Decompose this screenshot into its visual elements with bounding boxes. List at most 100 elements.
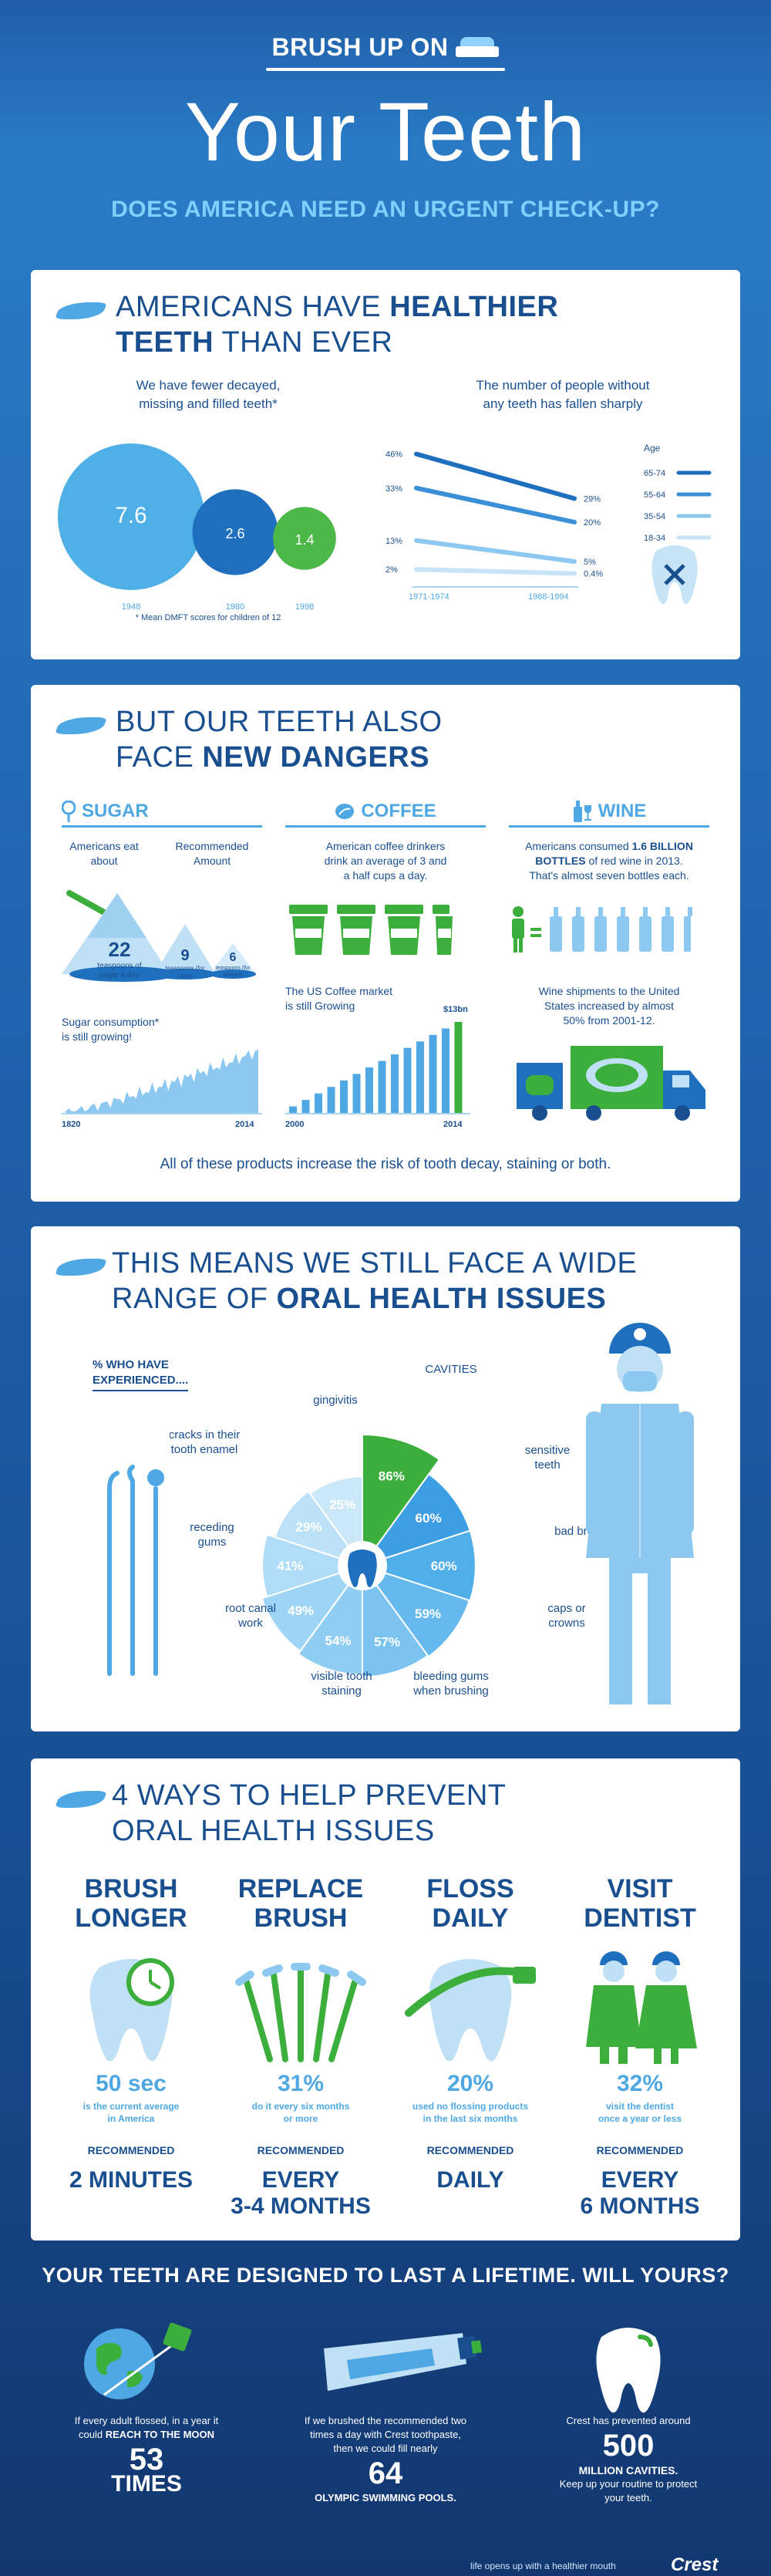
pie-label-8-0: cracks in their: [170, 1428, 240, 1441]
series-end-label-65-74: 29%: [584, 494, 601, 504]
swoosh-icon: [54, 717, 108, 734]
pie-value-9: 25%: [329, 1498, 355, 1512]
coffee-bean-icon: [335, 804, 355, 819]
brush-up-text: BRUSH UP ON: [271, 32, 449, 61]
legend-label-18-34: 18-34: [644, 534, 665, 543]
pie-value-4: 57%: [374, 1635, 400, 1650]
pie-label-4-1: when brushing: [412, 1684, 489, 1698]
tooth-icon: [596, 2328, 661, 2413]
series-line-65-74: [414, 451, 577, 501]
sugar-22-value: 22 teaspoons of sugar a day: [97, 938, 142, 979]
sugar-x-end: 2014: [235, 1120, 254, 1129]
legend-label-55-64: 55-64: [644, 491, 665, 500]
pools-count: 64: [368, 2456, 403, 2490]
pie-slice-0: [362, 1433, 441, 1569]
card2-title: BUT OUR TEETH ALSO FACE NEW DANGERS: [116, 706, 443, 774]
toothless-heading: The number of people without any teeth ha…: [476, 378, 650, 411]
dangers-footer: All of these products increase the risk …: [160, 1156, 611, 1172]
way-title-brush-longer: BRUSH LONGER: [75, 1874, 187, 1933]
wine-fact: Americans consumed 1.6 BILLION BOTTLES o…: [525, 840, 693, 882]
coffee-bar-4: [340, 1080, 348, 1113]
coffee-bar-3: [327, 1087, 335, 1113]
sugar-9-value: 9 teaspoons (for men): [165, 947, 205, 979]
wine-column: WINE Americans consumed 1.6 BILLION BOTT…: [509, 801, 709, 1121]
coffee-market-label: The US Coffee market is still Growing: [285, 985, 393, 1012]
pie-label-8-1: tooth enamel: [171, 1443, 238, 1456]
card-healthier-teeth: AMERICANS HAVE HEALTHIER TEETH THAN EVER…: [31, 270, 740, 659]
pie-slice-3: [360, 1564, 471, 1658]
card-four-ways: 4 WAYS TO HELP PREVENT ORAL HEALTH ISSUES…: [31, 1758, 740, 2241]
wine-heading: WINE: [509, 801, 709, 828]
way-val-replace-brush: EVERY 3-4 MONTHS: [231, 2167, 371, 2219]
coffee-cups-graphic: [289, 905, 453, 955]
pie-label-0-0: CAVITIES: [425, 1363, 476, 1376]
card3-title: THIS MEANS WE STILL FACE A WIDE RANGE OF…: [112, 1247, 638, 1315]
dmft-footnote: * Mean DMFT scores for children of 12: [135, 613, 281, 622]
way-val-brush-longer: 2 MINUTES: [69, 2167, 194, 2193]
toothless-line-chart: 46% 29% 33% 20% 13% 5% 2% 0.4% 1971-1974 1988-199…: [386, 443, 712, 605]
way-val-visit-dentist: EVERY 6 MONTHS: [580, 2167, 700, 2219]
floss-moon-count: 53: [129, 2443, 164, 2477]
pie-slice-5: [297, 1563, 363, 1676]
card-new-dangers: BUT OUR TEETH ALSO FACE NEW DANGERS SUGA…: [31, 685, 740, 1202]
pie-label-1-1: teeth: [534, 1458, 560, 1472]
pie-label-5-0: visible tooth: [311, 1670, 372, 1683]
way-rec-replace-brush: RECOMMENDED: [257, 2144, 345, 2156]
tooth-floss-icon: [405, 1959, 536, 2062]
bubble-year-1948: 1948: [122, 602, 140, 612]
sugar-recommended-label: Recommended Amount: [175, 840, 249, 867]
series-start-label-65-74: 46%: [386, 450, 402, 460]
bubble-year-1980: 1980: [226, 602, 244, 612]
swoosh-icon: [54, 1791, 108, 1808]
sugar-heading: SUGAR: [62, 801, 262, 828]
legend-label-35-54: 35-54: [644, 512, 665, 521]
way-title-floss-daily: FLOSS DAILY: [426, 1874, 514, 1933]
wine-bottles-graphic: [512, 906, 692, 953]
wine-truck-graphic: [517, 1046, 705, 1121]
coffee-bar-11: [429, 1034, 437, 1113]
sugar-6-value: 6 teaspoons (for women): [215, 951, 251, 978]
way-desc-brush-longer: is the current average in America: [82, 2101, 180, 2124]
way-stat-floss-daily: 20%: [446, 2071, 494, 2096]
pie-value-0: 86%: [379, 1469, 405, 1484]
bubble-value-1948: 7.6: [115, 503, 146, 528]
card-oral-health-issues: THIS MEANS WE STILL FACE A WIDE RANGE OF…: [31, 1226, 740, 1731]
globe-floss-icon: [84, 2322, 192, 2399]
pie-heading: % WHO HAVE EXPERIENCED....: [93, 1357, 189, 1391]
sugar-growth-label: Sugar consumption* is still growing!: [62, 1016, 160, 1043]
coffee-bar-0: [289, 1106, 297, 1113]
pie-slice-6: [261, 1564, 365, 1653]
x-label-start: 1971-1974: [409, 592, 449, 602]
way-rec-brush-longer: RECOMMENDED: [87, 2144, 175, 2156]
pie-slice-4: [362, 1563, 429, 1678]
dental-tools-icon: [107, 1465, 164, 1676]
sugar-piles-graphic: [62, 890, 256, 982]
series-line-55-64: [414, 485, 577, 524]
way-desc-replace-brush: do it every six months or more: [251, 2101, 350, 2124]
coffee-column: COFFEE American coffee drinkers drink an …: [285, 801, 486, 1129]
bubble-1980: [192, 489, 278, 575]
dentist-figure-icon: [586, 1323, 694, 1704]
pie-slice-1: [360, 1472, 471, 1567]
pie-label-1-0: sensitive: [525, 1444, 570, 1457]
coffee-bar-1: [301, 1100, 310, 1113]
bubble-year-1998: 1998: [295, 602, 314, 612]
legend-title: Age: [644, 443, 661, 453]
pie-slice-9: [308, 1475, 363, 1569]
swoosh-icon: [54, 302, 108, 319]
pie-label-9-0: gingivitis: [313, 1394, 358, 1407]
page-subtitle: DOES AMERICA NEED AN URGENT CHECK-UP?: [111, 197, 660, 222]
coffee-bar-5: [352, 1074, 361, 1113]
sugar-americans-label: Americans eat about: [69, 840, 139, 867]
pie-value-1: 60%: [416, 1511, 442, 1526]
series-line-18-34: [414, 567, 577, 576]
pie-label-4-0: bleeding gums: [413, 1670, 489, 1683]
dmft-bubble-chart: 7.6 1948 2.6 1980 1.4 1998: [58, 443, 336, 612]
tooth-center-icon: [348, 1549, 377, 1588]
coffee-fact: American coffee drinkers drink an average…: [324, 840, 447, 882]
crest-logo[interactable]: Crest: [671, 2554, 719, 2575]
tooth-cross-icon: [651, 545, 698, 605]
way-title-replace-brush: REPLACE BRUSH: [237, 1874, 364, 1933]
dentists-icon: [586, 1951, 697, 2064]
